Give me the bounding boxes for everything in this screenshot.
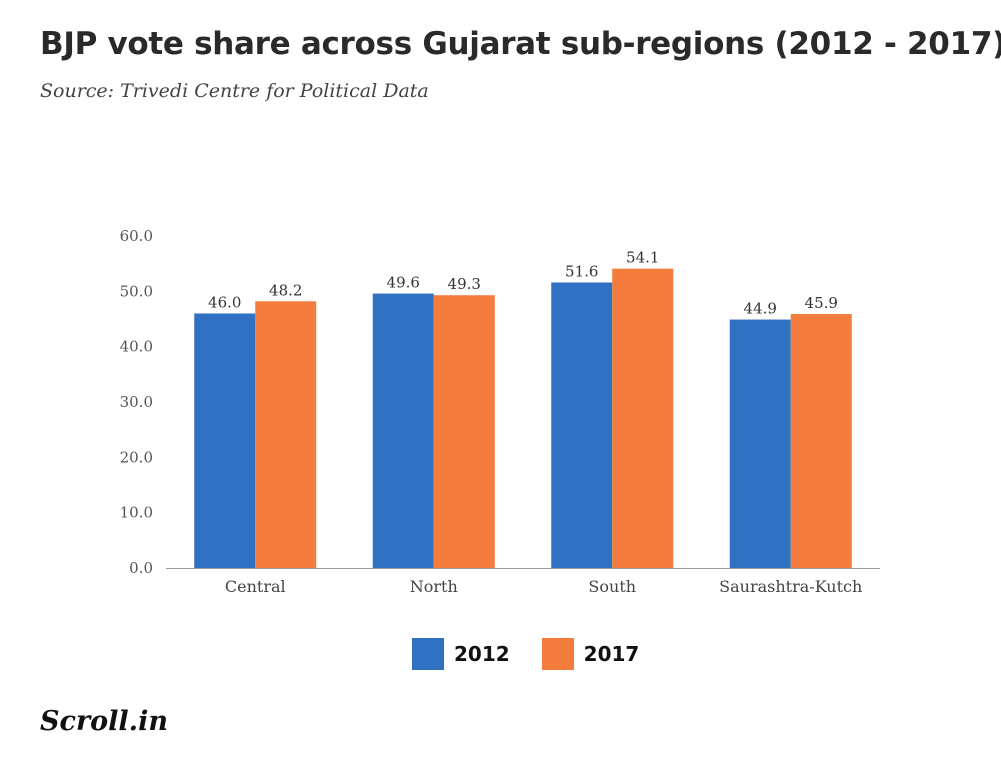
x-category-label-saurashtra-kutch: Saurashtra-Kutch [719, 577, 862, 596]
bar-saurashtra-kutch-2012 [729, 319, 791, 568]
legend-swatch-2017 [541, 638, 574, 670]
legend-item-2017: 2017 [541, 638, 640, 670]
data-label-north-2012: 49.6 [387, 274, 420, 292]
chart-subtitle: Source: Trivedi Centre for Political Dat… [40, 80, 429, 102]
bar-central-2012 [194, 313, 256, 568]
chart-legend: 2012 2017 [412, 638, 671, 670]
scroll-logo: Scroll.in [40, 706, 168, 737]
data-label-saurashtra-kutch-2012: 44.9 [744, 300, 777, 318]
bar-saurashtra-kutch-2017 [790, 314, 852, 568]
x-category-label-north: North [410, 577, 458, 596]
legend-label-2017: 2017 [583, 642, 640, 666]
x-category-label-south: South [588, 577, 636, 596]
legend-item-2012: 2012 [412, 638, 510, 670]
data-label-south-2012: 51.6 [565, 262, 598, 280]
bar-south-2017 [612, 268, 674, 568]
y-tick-label-3: 30.0 [120, 393, 153, 411]
data-label-south-2017: 54.1 [626, 249, 659, 267]
y-tick-label-4: 40.0 [120, 338, 153, 356]
bar-north-2017 [433, 295, 495, 568]
y-tick-label-5: 50.0 [120, 282, 153, 300]
legend-label-2012: 2012 [454, 642, 510, 666]
bar-north-2012 [372, 293, 434, 568]
data-label-saurashtra-kutch-2017: 45.9 [805, 294, 838, 312]
y-tick-label-0: 0.0 [129, 559, 153, 577]
data-label-central-2017: 48.2 [269, 281, 302, 299]
x-category-label-central: Central [225, 577, 286, 596]
bar-south-2012 [551, 282, 613, 568]
data-label-central-2012: 46.0 [208, 293, 241, 311]
chart-title: BJP vote share across Gujarat sub-region… [40, 26, 1001, 62]
y-tick-label-1: 10.0 [120, 504, 153, 522]
legend-swatch-2012 [412, 638, 444, 670]
data-label-north-2017: 49.3 [448, 275, 481, 293]
bar-central-2017 [255, 301, 317, 568]
y-tick-label-6: 60.0 [120, 227, 153, 245]
y-tick-label-2: 20.0 [120, 448, 153, 466]
